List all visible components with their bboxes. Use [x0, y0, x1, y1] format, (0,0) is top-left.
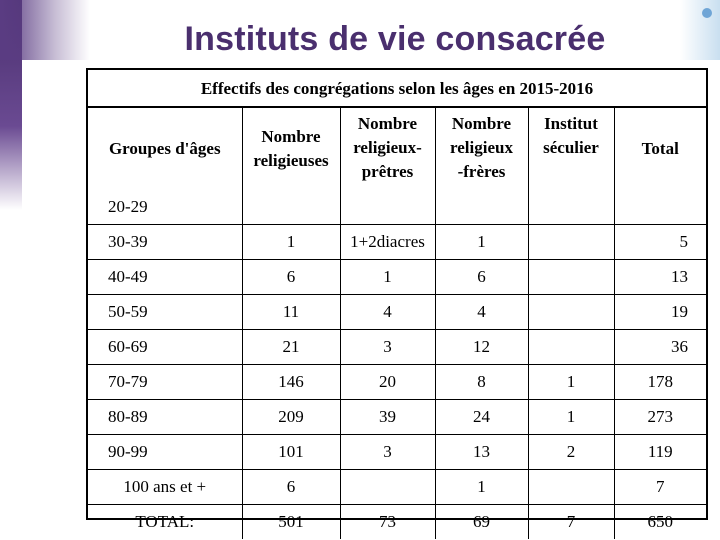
cell-total: [614, 190, 706, 225]
header-pretres-line3: prêtres: [361, 162, 414, 181]
cell-total: 273: [614, 399, 706, 435]
table-row: 50-59 11 4 4 19: [88, 294, 706, 330]
cell-religieuses: 209: [242, 399, 341, 435]
top-left-decoration: [0, 0, 90, 60]
header-freres-line3: -frères: [457, 162, 506, 181]
table-row-total: TOTAL: 501 73 69 7 650: [88, 504, 706, 539]
cell-institut: [528, 190, 615, 225]
cell-pretres: 20: [340, 364, 436, 400]
table-row: 80-89 209 39 24 1 273: [88, 399, 706, 435]
header-total: Total: [641, 139, 679, 158]
table-caption: Effectifs des congrégations selon les âg…: [88, 70, 706, 108]
cell-age: 30-39: [88, 224, 243, 260]
cell-pretres: 73: [340, 504, 436, 539]
cell-total: 178: [614, 364, 706, 400]
header-religieuses-line1: Nombre: [261, 127, 321, 146]
cell-age: 50-59: [88, 294, 243, 330]
cell-pretres: 1+2diacres: [340, 224, 436, 260]
cell-freres: 8: [435, 364, 529, 400]
cell-institut: 1: [528, 399, 615, 435]
age-table: Groupes d'âges Nombre religieuses Nombre…: [88, 108, 706, 539]
cell-religieuses: [242, 190, 341, 225]
header-institut: Institut séculier: [528, 108, 615, 190]
cell-religieuses: 21: [242, 329, 341, 365]
page-title: Instituts de vie consacrée: [184, 20, 606, 58]
top-right-decoration: [680, 0, 720, 60]
header-pretres: Nombre religieux- prêtres: [340, 108, 436, 190]
cell-freres: [435, 190, 529, 225]
cell-pretres: [340, 190, 436, 225]
cell-institut: [528, 294, 615, 330]
cell-pretres: 1: [340, 259, 436, 295]
cell-age: 100 ans et +: [88, 469, 243, 505]
header-freres: Nombre religieux -frères: [435, 108, 529, 190]
cell-freres: 24: [435, 399, 529, 435]
cell-institut: 2: [528, 434, 615, 470]
cell-religieuses: 1: [242, 224, 341, 260]
cell-religieuses: 6: [242, 259, 341, 295]
cell-age: 40-49: [88, 259, 243, 295]
cell-age: 70-79: [88, 364, 243, 400]
cell-total: 36: [614, 329, 706, 365]
header-institut-line2: séculier: [543, 138, 599, 157]
cell-age: 60-69: [88, 329, 243, 365]
header-pretres-line2: religieux-: [353, 138, 422, 157]
cell-institut: [528, 259, 615, 295]
header-pretres-line1: Nombre: [357, 114, 418, 133]
cell-freres: 13: [435, 434, 529, 470]
header-groupes: Groupes d'âges: [88, 108, 243, 190]
header-religieuses: Nombre religieuses: [242, 108, 341, 190]
cell-total: 119: [614, 434, 706, 470]
cell-freres: 6: [435, 259, 529, 295]
table-row: 40-49 6 1 6 13: [88, 259, 706, 295]
table-row: 20-29: [88, 190, 706, 225]
cell-total: 7: [614, 469, 706, 505]
table-row: 70-79 146 20 8 1 178: [88, 364, 706, 400]
table-header-row: Groupes d'âges Nombre religieuses Nombre…: [88, 108, 706, 190]
cell-institut: 1: [528, 364, 615, 400]
table-row: 60-69 21 3 12 36: [88, 329, 706, 365]
decoration-dot: [702, 8, 712, 18]
cell-religieuses: 11: [242, 294, 341, 330]
cell-age: 90-99: [88, 434, 243, 470]
data-table-container: Effectifs des congrégations selon les âg…: [86, 68, 708, 539]
cell-freres: 69: [435, 504, 529, 539]
table-row: 100 ans et + 6 1 7: [88, 469, 706, 505]
cell-pretres: 39: [340, 399, 436, 435]
cell-total: 650: [614, 504, 706, 539]
cell-age: 80-89: [88, 399, 243, 435]
cell-institut: 7: [528, 504, 615, 539]
cell-institut: [528, 469, 615, 505]
cell-religieuses: 501: [242, 504, 341, 539]
cell-institut: [528, 329, 615, 365]
header-freres-line2: religieux: [450, 138, 513, 157]
cell-freres: 4: [435, 294, 529, 330]
header-religieuses-line2: religieuses: [253, 151, 329, 170]
header-institut-line1: Institut: [544, 114, 598, 133]
cell-age: TOTAL:: [88, 504, 243, 539]
cell-institut: [528, 224, 615, 260]
header-freres-line1: Nombre: [451, 114, 512, 133]
table-row: 90-99 101 3 13 2 119: [88, 434, 706, 470]
cell-freres: 12: [435, 329, 529, 365]
cell-pretres: 3: [340, 329, 436, 365]
cell-religieuses: 6: [242, 469, 341, 505]
cell-total: 13: [614, 259, 706, 295]
cell-pretres: 4: [340, 294, 436, 330]
cell-total: 19: [614, 294, 706, 330]
table-row: 30-39 1 1+2diacres 1 5: [88, 224, 706, 260]
cell-age: 20-29: [88, 190, 243, 225]
cell-pretres: [340, 469, 436, 505]
cell-pretres: 3: [340, 434, 436, 470]
cell-freres: 1: [435, 224, 529, 260]
cell-total: 5: [614, 224, 706, 260]
cell-religieuses: 146: [242, 364, 341, 400]
cell-religieuses: 101: [242, 434, 341, 470]
cell-freres: 1: [435, 469, 529, 505]
